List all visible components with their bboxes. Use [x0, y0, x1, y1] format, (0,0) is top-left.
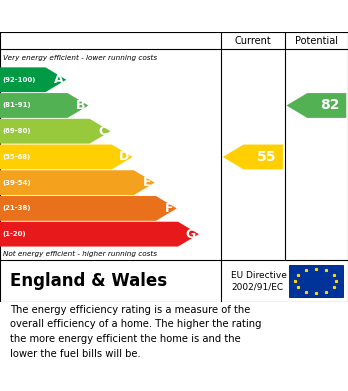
Text: (1-20): (1-20)	[3, 231, 26, 237]
Polygon shape	[0, 222, 199, 247]
Text: Current: Current	[235, 36, 271, 45]
Polygon shape	[286, 93, 346, 118]
Text: D: D	[119, 151, 129, 163]
FancyBboxPatch shape	[289, 265, 343, 297]
Text: Potential: Potential	[295, 36, 338, 45]
Polygon shape	[0, 67, 66, 92]
Text: B: B	[76, 99, 85, 112]
Text: 82: 82	[321, 99, 340, 113]
Polygon shape	[0, 93, 88, 118]
Polygon shape	[0, 170, 155, 195]
Text: (92-100): (92-100)	[3, 77, 36, 83]
Text: Not energy efficient - higher running costs: Not energy efficient - higher running co…	[3, 251, 158, 257]
Text: The energy efficiency rating is a measure of the
overall efficiency of a home. T: The energy efficiency rating is a measur…	[10, 305, 262, 359]
Text: (39-54): (39-54)	[3, 180, 31, 186]
Text: G: G	[185, 228, 196, 240]
Polygon shape	[223, 145, 283, 169]
Text: 55: 55	[257, 150, 276, 164]
Text: F: F	[165, 202, 174, 215]
Text: Very energy efficient - lower running costs: Very energy efficient - lower running co…	[3, 55, 158, 61]
Text: C: C	[98, 125, 108, 138]
Text: EU Directive: EU Directive	[231, 271, 287, 280]
Polygon shape	[0, 119, 111, 143]
Text: A: A	[54, 73, 63, 86]
Text: 2002/91/EC: 2002/91/EC	[231, 283, 284, 292]
Text: E: E	[143, 176, 152, 189]
Text: (21-38): (21-38)	[3, 205, 31, 212]
Text: (55-68): (55-68)	[3, 154, 31, 160]
Text: England & Wales: England & Wales	[10, 272, 168, 290]
Text: Energy Efficiency Rating: Energy Efficiency Rating	[10, 9, 220, 23]
Text: (69-80): (69-80)	[3, 128, 31, 134]
Polygon shape	[0, 145, 133, 169]
Polygon shape	[0, 196, 177, 221]
Text: (81-91): (81-91)	[3, 102, 31, 108]
